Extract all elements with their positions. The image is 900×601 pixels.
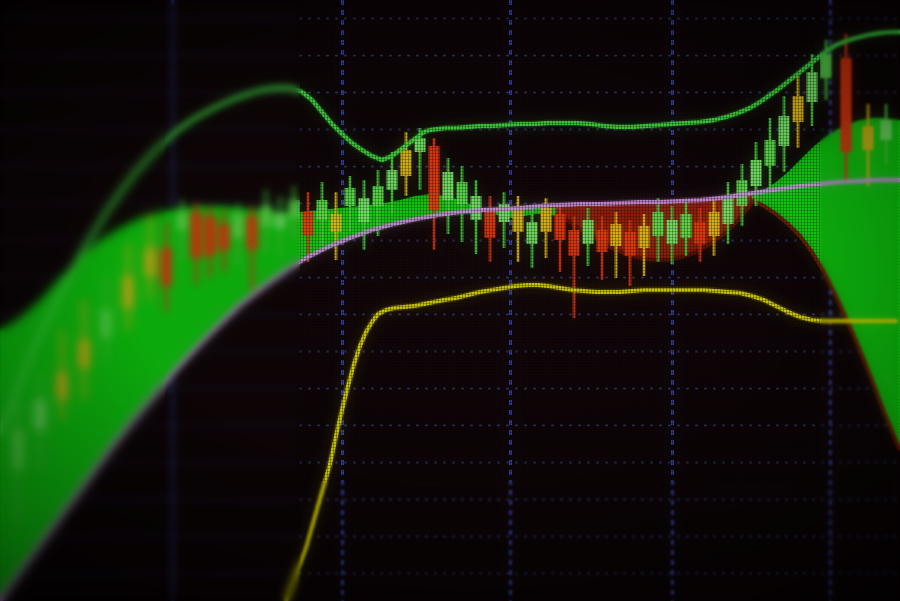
series-line-upper-band-line [0, 29, 900, 438]
line-glow-lower-indicator-line [282, 281, 896, 601]
series-line-lower-indicator-line [284, 283, 898, 601]
line-glow-upper-band-line [0, 28, 900, 437]
line-glow-moving-average-line [0, 176, 900, 601]
series-line-moving-average-line [0, 178, 900, 601]
